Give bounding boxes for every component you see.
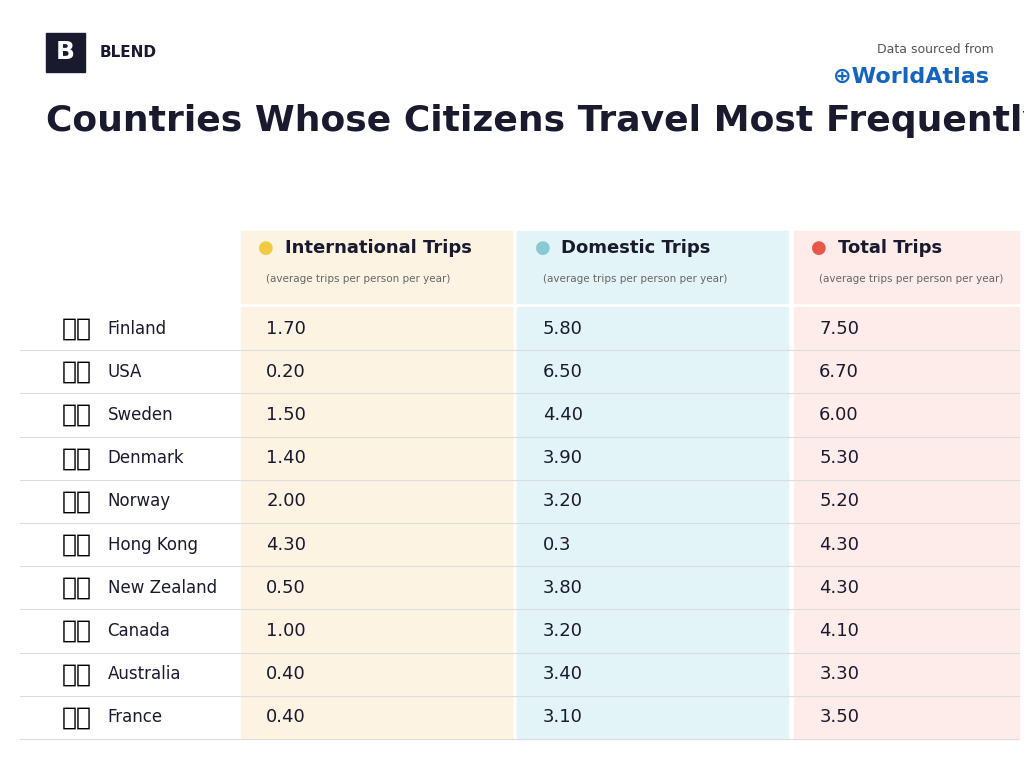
Text: 3.30: 3.30 <box>819 666 859 683</box>
Text: 3.50: 3.50 <box>819 709 859 726</box>
Text: 6.70: 6.70 <box>819 363 859 381</box>
Text: 0.3: 0.3 <box>543 536 571 553</box>
Text: 🇺🇸: 🇺🇸 <box>61 360 92 384</box>
Text: 3.20: 3.20 <box>543 622 583 640</box>
Text: 🇫🇮: 🇫🇮 <box>61 317 92 340</box>
Text: ●: ● <box>535 240 551 257</box>
Text: Norway: Norway <box>108 493 171 510</box>
Text: 1.00: 1.00 <box>266 622 306 640</box>
Text: 6.50: 6.50 <box>543 363 583 381</box>
Text: ●: ● <box>258 240 274 257</box>
Text: (average trips per person per year): (average trips per person per year) <box>819 274 1004 283</box>
Text: B: B <box>56 40 75 64</box>
Text: 🇸🇪: 🇸🇪 <box>61 403 92 427</box>
Text: International Trips: International Trips <box>285 240 471 257</box>
Text: 3.90: 3.90 <box>543 449 583 467</box>
Text: 1.40: 1.40 <box>266 449 306 467</box>
Text: 1.50: 1.50 <box>266 406 306 424</box>
Text: 🇩🇰: 🇩🇰 <box>61 446 92 470</box>
Text: 2.00: 2.00 <box>266 493 306 510</box>
Text: Sweden: Sweden <box>108 406 173 424</box>
Text: New Zealand: New Zealand <box>108 579 217 597</box>
Text: BLEND: BLEND <box>99 45 157 60</box>
Text: USA: USA <box>108 363 142 381</box>
Text: Total Trips: Total Trips <box>838 240 942 257</box>
Text: 🇫🇷: 🇫🇷 <box>61 706 92 729</box>
Text: ⊕WorldAtlas: ⊕WorldAtlas <box>834 67 989 87</box>
Text: Hong Kong: Hong Kong <box>108 536 198 553</box>
Text: 3.40: 3.40 <box>543 666 583 683</box>
Text: 3.10: 3.10 <box>543 709 583 726</box>
Text: Canada: Canada <box>108 622 170 640</box>
Text: Data sourced from: Data sourced from <box>877 42 993 56</box>
Text: 3.80: 3.80 <box>543 579 583 597</box>
Text: 🇦🇺: 🇦🇺 <box>61 662 92 686</box>
Text: Domestic Trips: Domestic Trips <box>561 240 711 257</box>
Text: France: France <box>108 709 163 726</box>
Text: Countries Whose Citizens Travel Most Frequently: Countries Whose Citizens Travel Most Fre… <box>46 105 1024 138</box>
Text: (average trips per person per year): (average trips per person per year) <box>543 274 727 283</box>
Text: 4.40: 4.40 <box>543 406 583 424</box>
Text: 7.50: 7.50 <box>819 320 859 337</box>
Text: ●: ● <box>811 240 827 257</box>
Text: 5.20: 5.20 <box>819 493 859 510</box>
Text: 6.00: 6.00 <box>819 406 859 424</box>
Text: Finland: Finland <box>108 320 167 337</box>
Text: 1.70: 1.70 <box>266 320 306 337</box>
Text: 🇨🇦: 🇨🇦 <box>61 619 92 643</box>
Text: 0.40: 0.40 <box>266 666 306 683</box>
Text: 0.50: 0.50 <box>266 579 306 597</box>
Text: Australia: Australia <box>108 666 181 683</box>
Text: 🇭🇰: 🇭🇰 <box>61 533 92 556</box>
Text: 🇳🇴: 🇳🇴 <box>61 490 92 513</box>
Text: (average trips per person per year): (average trips per person per year) <box>266 274 451 283</box>
Text: 4.30: 4.30 <box>819 579 859 597</box>
Text: Denmark: Denmark <box>108 449 184 467</box>
Text: 4.30: 4.30 <box>819 536 859 553</box>
Text: 4.30: 4.30 <box>266 536 306 553</box>
Text: 0.20: 0.20 <box>266 363 306 381</box>
Text: 0.40: 0.40 <box>266 709 306 726</box>
Text: 4.10: 4.10 <box>819 622 859 640</box>
Text: 5.30: 5.30 <box>819 449 859 467</box>
Text: 🇳🇿: 🇳🇿 <box>61 576 92 600</box>
Text: 3.20: 3.20 <box>543 493 583 510</box>
Text: 5.80: 5.80 <box>543 320 583 337</box>
